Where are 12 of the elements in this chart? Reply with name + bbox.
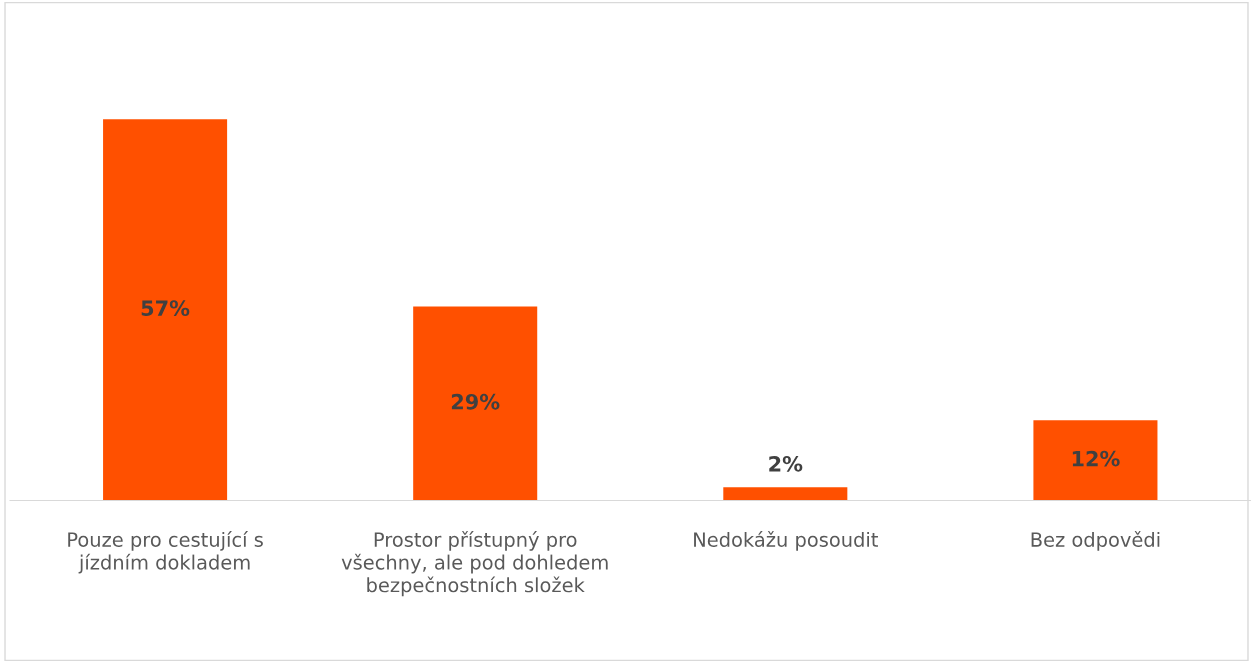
data-label: 12% bbox=[1072, 450, 1120, 467]
bar bbox=[103, 119, 228, 501]
data-label: 2% bbox=[769, 455, 803, 472]
data-label: 29% bbox=[451, 393, 500, 410]
bar bbox=[723, 487, 848, 501]
bar bbox=[413, 306, 538, 501]
x-tick-label: Prostor přístupný pro všechny, ale pod dohledem bezpečnostních složek bbox=[341, 531, 608, 597]
x-tick-label: Pouze pro cestující s jízdním dokladem bbox=[68, 531, 263, 574]
x-tick-label: Nedokážu posoudit bbox=[694, 531, 878, 551]
x-tick-label: Bez odpovědi bbox=[1031, 531, 1160, 551]
data-label: 57% bbox=[141, 300, 190, 316]
bar bbox=[1033, 420, 1158, 501]
